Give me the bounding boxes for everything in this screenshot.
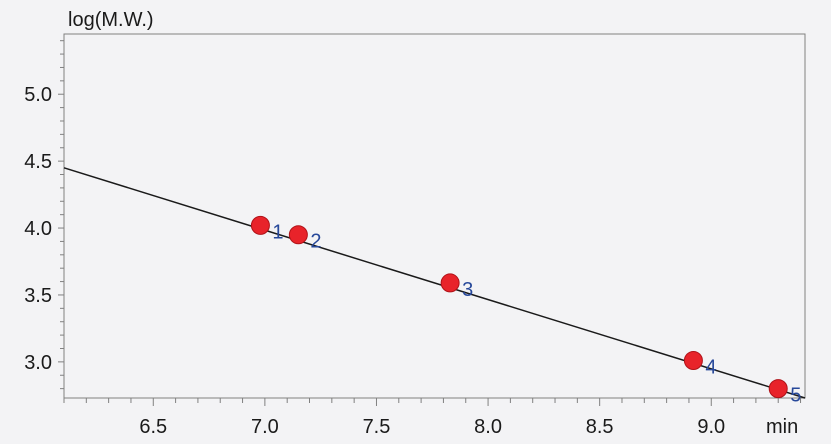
y-tick-label: 4.0: [24, 218, 52, 240]
x-tick-label: 7.0: [251, 416, 279, 438]
y-axis-title: log(M.W.): [68, 9, 154, 31]
data-point-2: [288, 225, 308, 245]
x-tick-label: 8.0: [474, 416, 502, 438]
x-axis-title: min: [766, 416, 798, 438]
data-point-5: [768, 379, 788, 399]
data-point-label-4: 4: [705, 357, 716, 379]
x-tick-label: 6.5: [139, 416, 167, 438]
data-point-4: [683, 351, 703, 371]
data-point-3: [440, 273, 460, 293]
data-point-1: [250, 215, 270, 235]
y-tick-label: 3.0: [24, 352, 52, 374]
x-tick-label: 7.5: [363, 416, 391, 438]
data-point-label-5: 5: [790, 385, 801, 407]
axes-layer: 3.0 3.5 4.0 4.5 5.0 6.5 7.0 7.5 8.0 8.5 9.0: [24, 33, 806, 438]
points-layer: 1 2 3 4 5: [250, 215, 801, 407]
x-tick-label: 8.5: [586, 416, 614, 438]
data-point-label-3: 3: [462, 279, 473, 301]
x-tick-label: 9.0: [697, 416, 725, 438]
y-tick-label: 4.5: [24, 151, 52, 173]
plot-frame: [63, 33, 806, 399]
calibration-fit-line: [63, 167, 806, 399]
data-point-label-2: 2: [310, 231, 321, 253]
data-point-label-1: 1: [272, 221, 283, 243]
y-tick-label: 3.5: [24, 285, 52, 307]
fit-line-layer: [63, 167, 806, 399]
y-tick-label: 5.0: [24, 84, 52, 106]
